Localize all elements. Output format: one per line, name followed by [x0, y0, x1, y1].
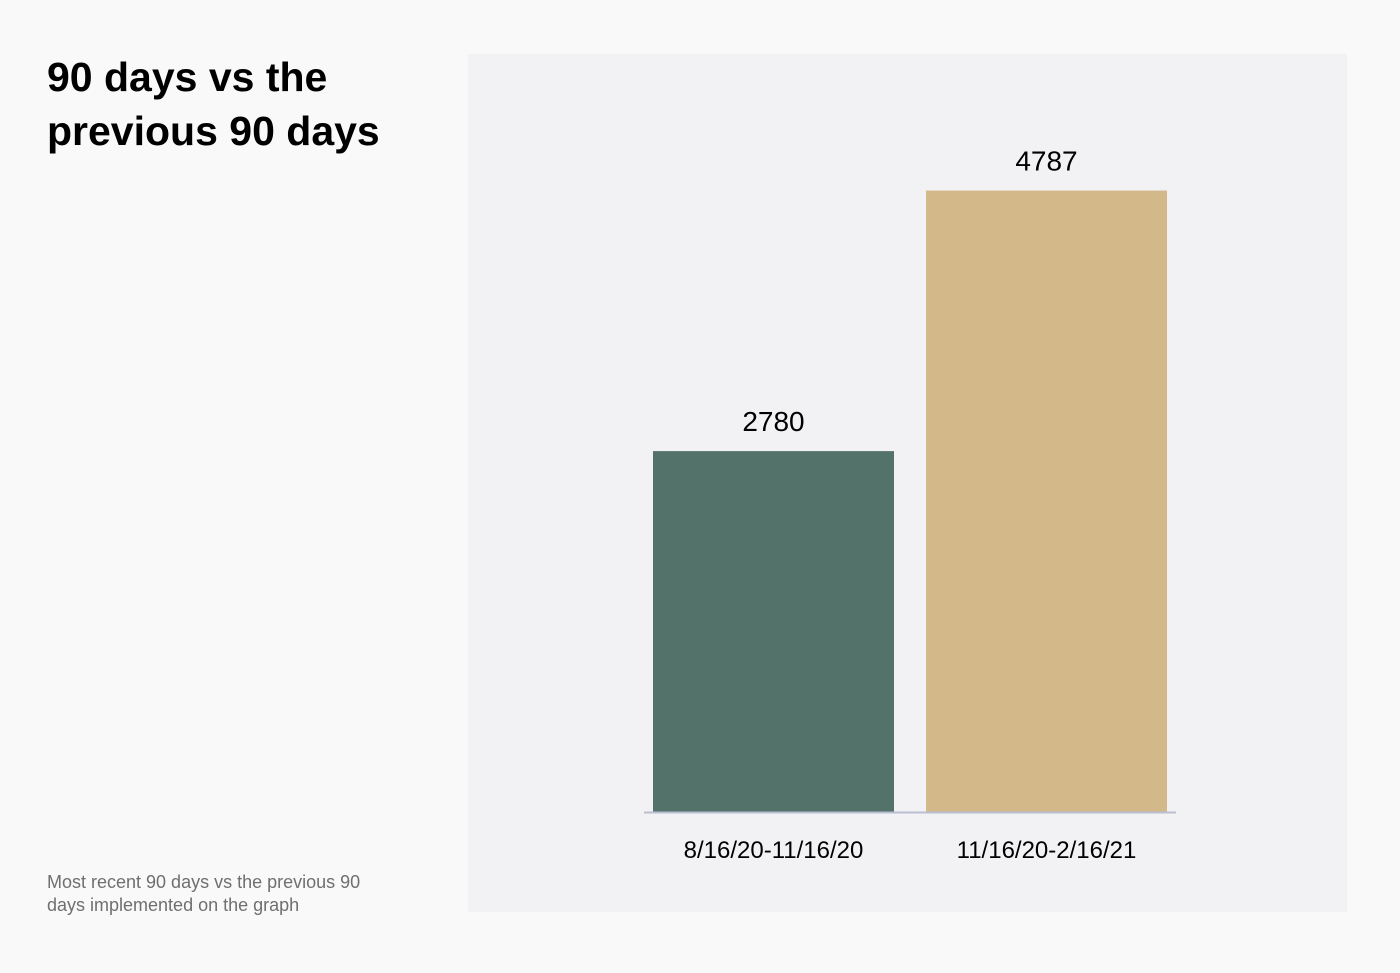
page-title: 90 days vs the previous 90 days: [47, 54, 380, 154]
x-tick-label-1: 8/16/20-11/16/20: [684, 837, 864, 864]
bar-2: [926, 190, 1167, 812]
chart-panel: 2780 8/16/20-11/16/20 4787 11/16/20-2/16/21: [468, 54, 1347, 912]
bar-value-label-1: 2780: [742, 406, 804, 437]
bar-value-label-2: 4787: [1015, 146, 1077, 177]
x-tick-label-2: 11/16/20-2/16/21: [957, 837, 1137, 864]
bar-1: [653, 451, 894, 812]
chart-footnote: Most recent 90 days vs the previous 90 d…: [47, 872, 361, 915]
bar-chart: 2780 8/16/20-11/16/20 4787 11/16/20-2/16/21: [644, 146, 1176, 864]
